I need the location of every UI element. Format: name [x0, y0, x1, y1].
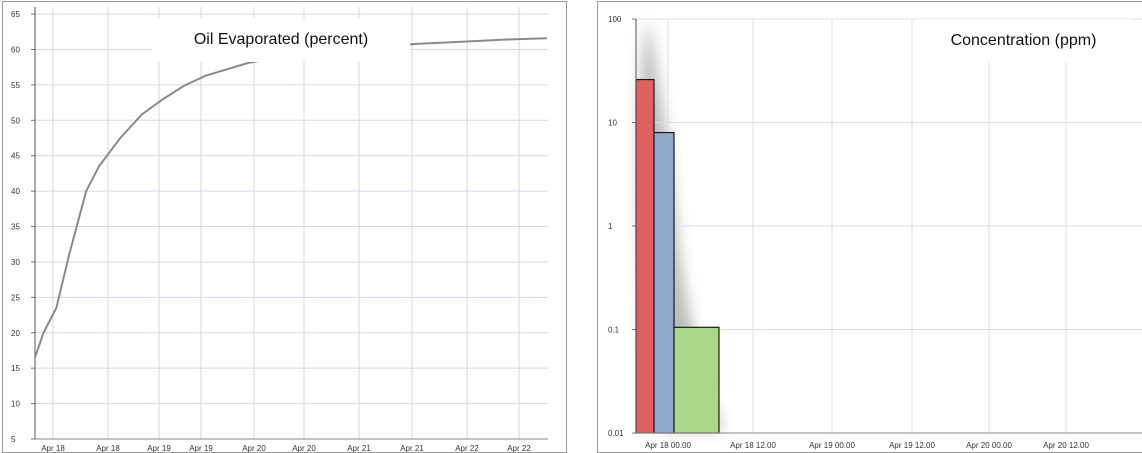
x-tick-label: Apr 22 — [455, 444, 479, 452]
y-tick-label: 0.1 — [608, 326, 620, 335]
oil-evaporated-title: Oil Evaporated (percent) — [152, 18, 410, 62]
x-tick-label: Apr 21 — [400, 444, 424, 452]
evaporation-series-line — [34, 37, 548, 358]
oil-evaporated-plot: 5 10 15 20 25 30 35 40 45 50 55 60 65 Apr 18 Apr 18 Apr… — [11, 7, 548, 452]
x-tick-label: Apr 18 — [41, 444, 65, 452]
y-tick-label: 0.01 — [608, 429, 624, 438]
concentration-chart: 0.01 0.1 1 10 100 Apr 18 00.00 Apr 18 12.00 Apr… — [597, 1, 1142, 453]
y-tick-label: 1 — [608, 222, 613, 231]
x-tick-label: Apr 19 — [147, 444, 171, 452]
x-tick-label: Apr 18 — [96, 444, 120, 452]
x-tick-label: Apr 19 00.00 — [809, 441, 855, 450]
concentration-plot: 0.01 0.1 1 10 100 Apr 18 00.00 Apr 18 12.00 Apr… — [608, 15, 1142, 450]
oil-evaporated-chart: 5 10 15 20 25 30 35 40 45 50 55 60 65 Apr 18 Apr 18 Apr… — [2, 1, 567, 453]
y-tick-label: 100 — [608, 15, 622, 24]
x-tick-label: Apr 22 — [507, 444, 531, 452]
x-tick-label: Apr 19 — [189, 444, 213, 452]
x-tick-label: Apr 20 00.00 — [966, 441, 1012, 450]
x-tick-label: Apr 21 — [347, 444, 371, 452]
concentration-bar — [635, 78, 655, 434]
y-tick-label: 10 — [11, 400, 20, 409]
y-tick-label: 50 — [11, 116, 20, 125]
y-tick-label: 25 — [11, 293, 20, 302]
concentration-bar — [653, 131, 675, 434]
y-tick-label: 5 — [11, 435, 16, 444]
x-tick-label: Apr 20 — [292, 444, 316, 452]
y-tick-label: 10 — [608, 119, 617, 128]
y-tick-label: 40 — [11, 187, 20, 196]
x-tick-label: Apr 20 12.00 — [1043, 441, 1089, 450]
x-tick-label: Apr 19 12.00 — [889, 441, 935, 450]
y-tick-label: 30 — [11, 258, 20, 267]
concentration-title: Concentration (ppm) — [916, 19, 1131, 62]
y-tick-label: 15 — [11, 364, 20, 373]
y-tick-label: 20 — [11, 329, 20, 338]
y-tick-label: 35 — [11, 223, 20, 232]
y-tick-label: 55 — [11, 81, 20, 90]
x-tick-label: Apr 20 — [242, 444, 266, 452]
y-tick-label: 45 — [11, 152, 20, 161]
y-tick-label: 60 — [11, 45, 20, 54]
y-tick-label: 65 — [11, 10, 20, 19]
x-tick-label: Apr 18 00.00 — [645, 441, 691, 450]
concentration-bar — [673, 326, 720, 434]
x-tick-label: Apr 18 12.00 — [730, 441, 776, 450]
